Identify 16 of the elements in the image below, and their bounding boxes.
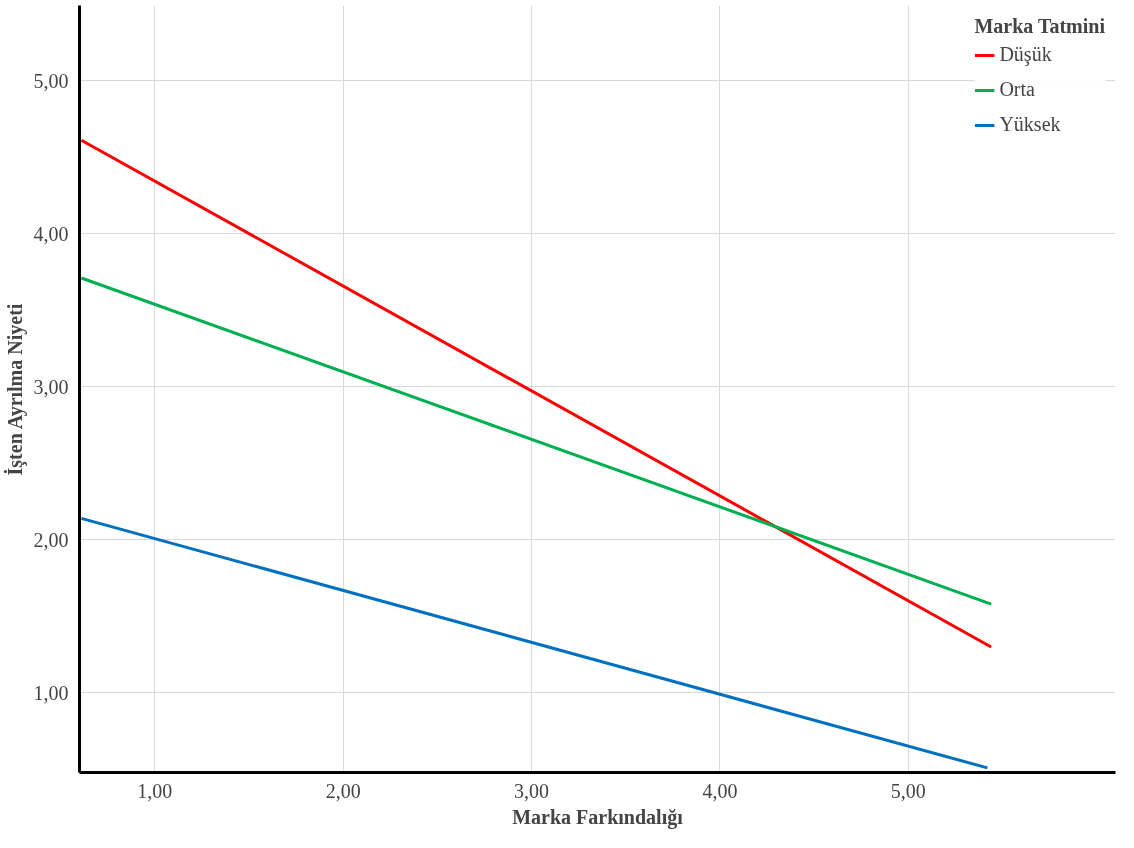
x-tick-label: 5,00	[890, 779, 926, 802]
x-tick-label: 1,00	[137, 779, 173, 802]
legend-label: Yüksek	[999, 113, 1061, 136]
y-tick-label: 5,00	[33, 69, 69, 92]
y-tick-label: 3,00	[33, 375, 69, 398]
x-tick-label: 2,00	[325, 779, 361, 802]
y-tick-label: 1,00	[33, 681, 69, 704]
y-axis-title: İşten Ayrılma Niyeti	[2, 303, 27, 476]
x-axis-title: Marka Farkındalığı	[512, 805, 684, 829]
legend-label: Orta	[999, 78, 1035, 101]
legend-title: Marka Tatmini	[974, 15, 1105, 38]
x-tick-label: 4,00	[702, 779, 738, 802]
legend-label: Düşük	[999, 43, 1052, 66]
x-tick-label: 3,00	[514, 779, 550, 802]
y-tick-label: 4,00	[33, 222, 69, 245]
y-tick-label: 2,00	[33, 528, 69, 551]
